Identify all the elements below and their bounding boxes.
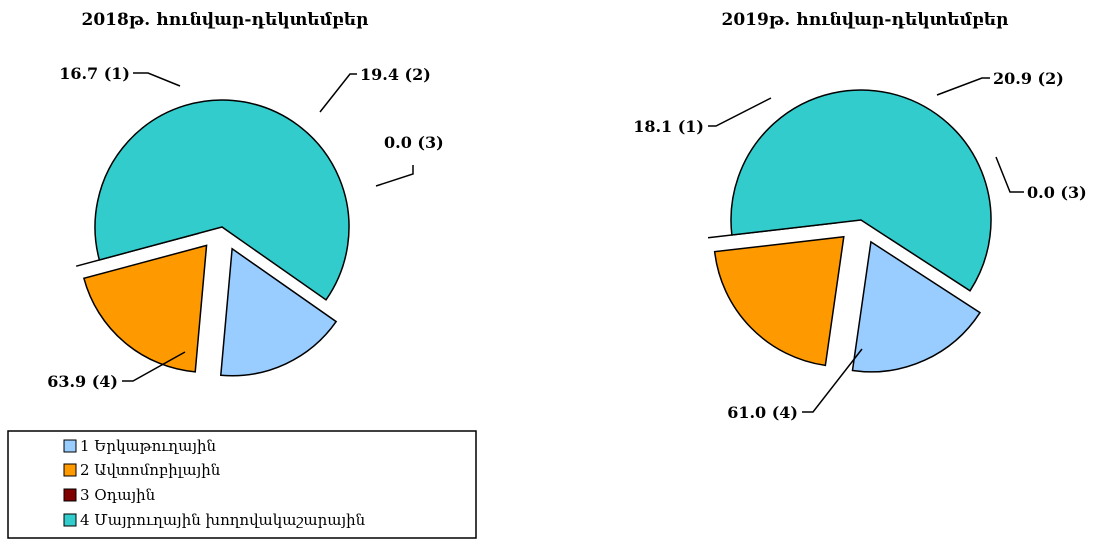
legend-label-3: 3 Օդային bbox=[80, 486, 156, 504]
legend-item-2: 2 Ավտոմոբիլային bbox=[63, 461, 221, 479]
legend-swatch-2 bbox=[63, 463, 77, 477]
pie-slices-2018 bbox=[75, 99, 350, 377]
data-label-2018-slice-2: 19.4 (2) bbox=[360, 65, 431, 84]
data-label-2019-slice-2: 20.9 (2) bbox=[993, 69, 1064, 88]
data-labels-2018: 16.7 (1) 19.4 (2) 0.0 (3) 63.9 (4) bbox=[47, 64, 444, 391]
pie-slice-2018-4 bbox=[94, 99, 350, 301]
data-labels-2019: 18.1 (1) 20.9 (2) 0.0 (3) 61.0 (4) bbox=[633, 69, 1087, 422]
data-label-2019-slice-3: 0.0 (3) bbox=[1027, 183, 1087, 202]
chart-title-2018: 2018թ. հունվար-դեկտեմբեր bbox=[82, 10, 369, 30]
leader-line-2018-slice-1 bbox=[133, 72, 181, 87]
legend-label-4: 4 Մայրուղային խողովակաշարային bbox=[80, 511, 366, 529]
pie-slices-2019 bbox=[707, 89, 992, 373]
data-label-2018-slice-4: 63.9 (4) bbox=[47, 372, 118, 391]
pie-chart-2019: 2019թ. հունվար-դեկտեմբեր 18.1 (1) 20.9 (… bbox=[633, 10, 1087, 422]
pie-slice-2019-1 bbox=[851, 240, 981, 373]
chart-title-2019: 2019թ. հունվար-դեկտեմբեր bbox=[722, 10, 1009, 30]
leader-line-2018-slice-4 bbox=[122, 351, 186, 382]
pie-slice-2019-4 bbox=[730, 89, 992, 292]
leader-line-2019-slice-2 bbox=[936, 77, 990, 96]
pie-slice-2018-1 bbox=[219, 247, 338, 377]
leader-line-2018-slice-3 bbox=[375, 165, 414, 187]
data-label-2018-slice-1: 16.7 (1) bbox=[59, 64, 130, 83]
legend-swatch-1 bbox=[63, 439, 77, 453]
legend-swatch-4 bbox=[63, 513, 77, 527]
data-label-2018-slice-3: 0.0 (3) bbox=[384, 133, 444, 152]
legend: 1 Երկաթուղային 2 Ավտոմոբիլային 3 Օդային … bbox=[7, 430, 477, 539]
legend-item-1: 1 Երկաթուղային bbox=[63, 437, 216, 455]
data-label-2019-slice-4: 61.0 (4) bbox=[727, 403, 798, 422]
leader-line-2019-slice-4 bbox=[802, 348, 863, 413]
pie-slice-2018-2 bbox=[82, 244, 208, 373]
leader-line-2019-slice-3 bbox=[995, 156, 1024, 193]
pie-slice-2019-2 bbox=[713, 235, 845, 367]
legend-item-4: 4 Մայրուղային խողովակաշարային bbox=[63, 511, 366, 529]
leader-line-2019-slice-1 bbox=[708, 97, 772, 127]
legend-box bbox=[7, 430, 477, 539]
data-label-2019-slice-1: 18.1 (1) bbox=[633, 117, 704, 136]
legend-label-2: 2 Ավտոմոբիլային bbox=[80, 461, 221, 479]
legend-label-1: 1 Երկաթուղային bbox=[80, 437, 216, 455]
leader-line-2018-slice-2 bbox=[319, 73, 357, 113]
pie-chart-2018: 2018թ. հունվար-դեկտեմբեր 16.7 (1) 19.4 (… bbox=[47, 10, 444, 391]
legend-item-3: 3 Օդային bbox=[63, 486, 156, 504]
legend-swatch-3 bbox=[63, 488, 77, 502]
